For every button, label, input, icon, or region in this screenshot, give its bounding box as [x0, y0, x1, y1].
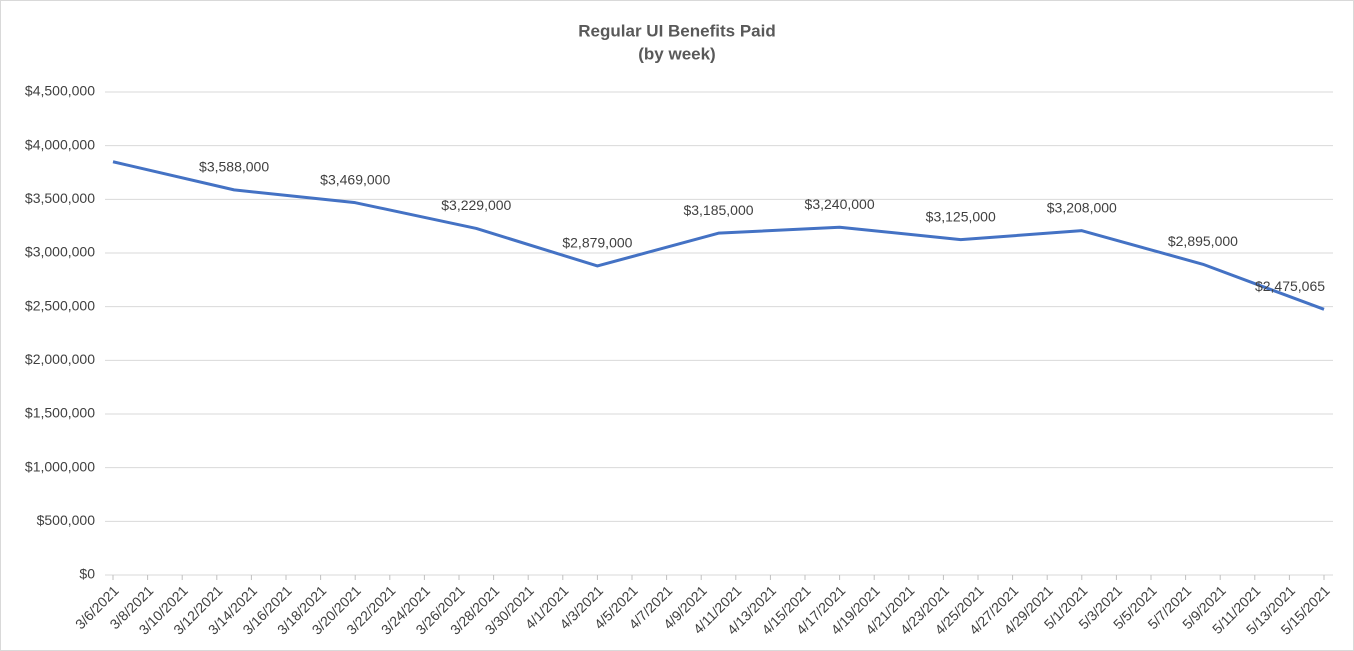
y-tick-label: $1,500,000	[25, 405, 95, 421]
data-label: $3,588,000	[199, 159, 269, 175]
data-label: $3,469,000	[320, 171, 390, 187]
data-label: $3,229,000	[441, 197, 511, 213]
y-tick-label: $500,000	[37, 512, 96, 528]
y-tick-label: $0	[79, 566, 95, 582]
data-label: $3,125,000	[926, 208, 996, 224]
data-label: $2,879,000	[562, 235, 632, 251]
chart-subtitle: (by week)	[638, 44, 715, 63]
data-label: $3,240,000	[805, 196, 875, 212]
data-label: $2,475,065	[1255, 278, 1325, 294]
y-tick-label: $2,500,000	[25, 297, 95, 313]
y-tick-label: $3,500,000	[25, 190, 95, 206]
data-label: $3,185,000	[683, 202, 753, 218]
chart-title: Regular UI Benefits Paid	[578, 21, 775, 40]
y-tick-label: $4,000,000	[25, 136, 95, 152]
y-tick-label: $1,000,000	[25, 458, 95, 474]
y-tick-label: $3,000,000	[25, 244, 95, 260]
data-label: $2,895,000	[1168, 233, 1238, 249]
data-label: $3,208,000	[1047, 199, 1117, 215]
y-tick-label: $4,500,000	[25, 83, 95, 99]
data-line	[112, 160, 1325, 311]
y-tick-label: $2,000,000	[25, 351, 95, 367]
